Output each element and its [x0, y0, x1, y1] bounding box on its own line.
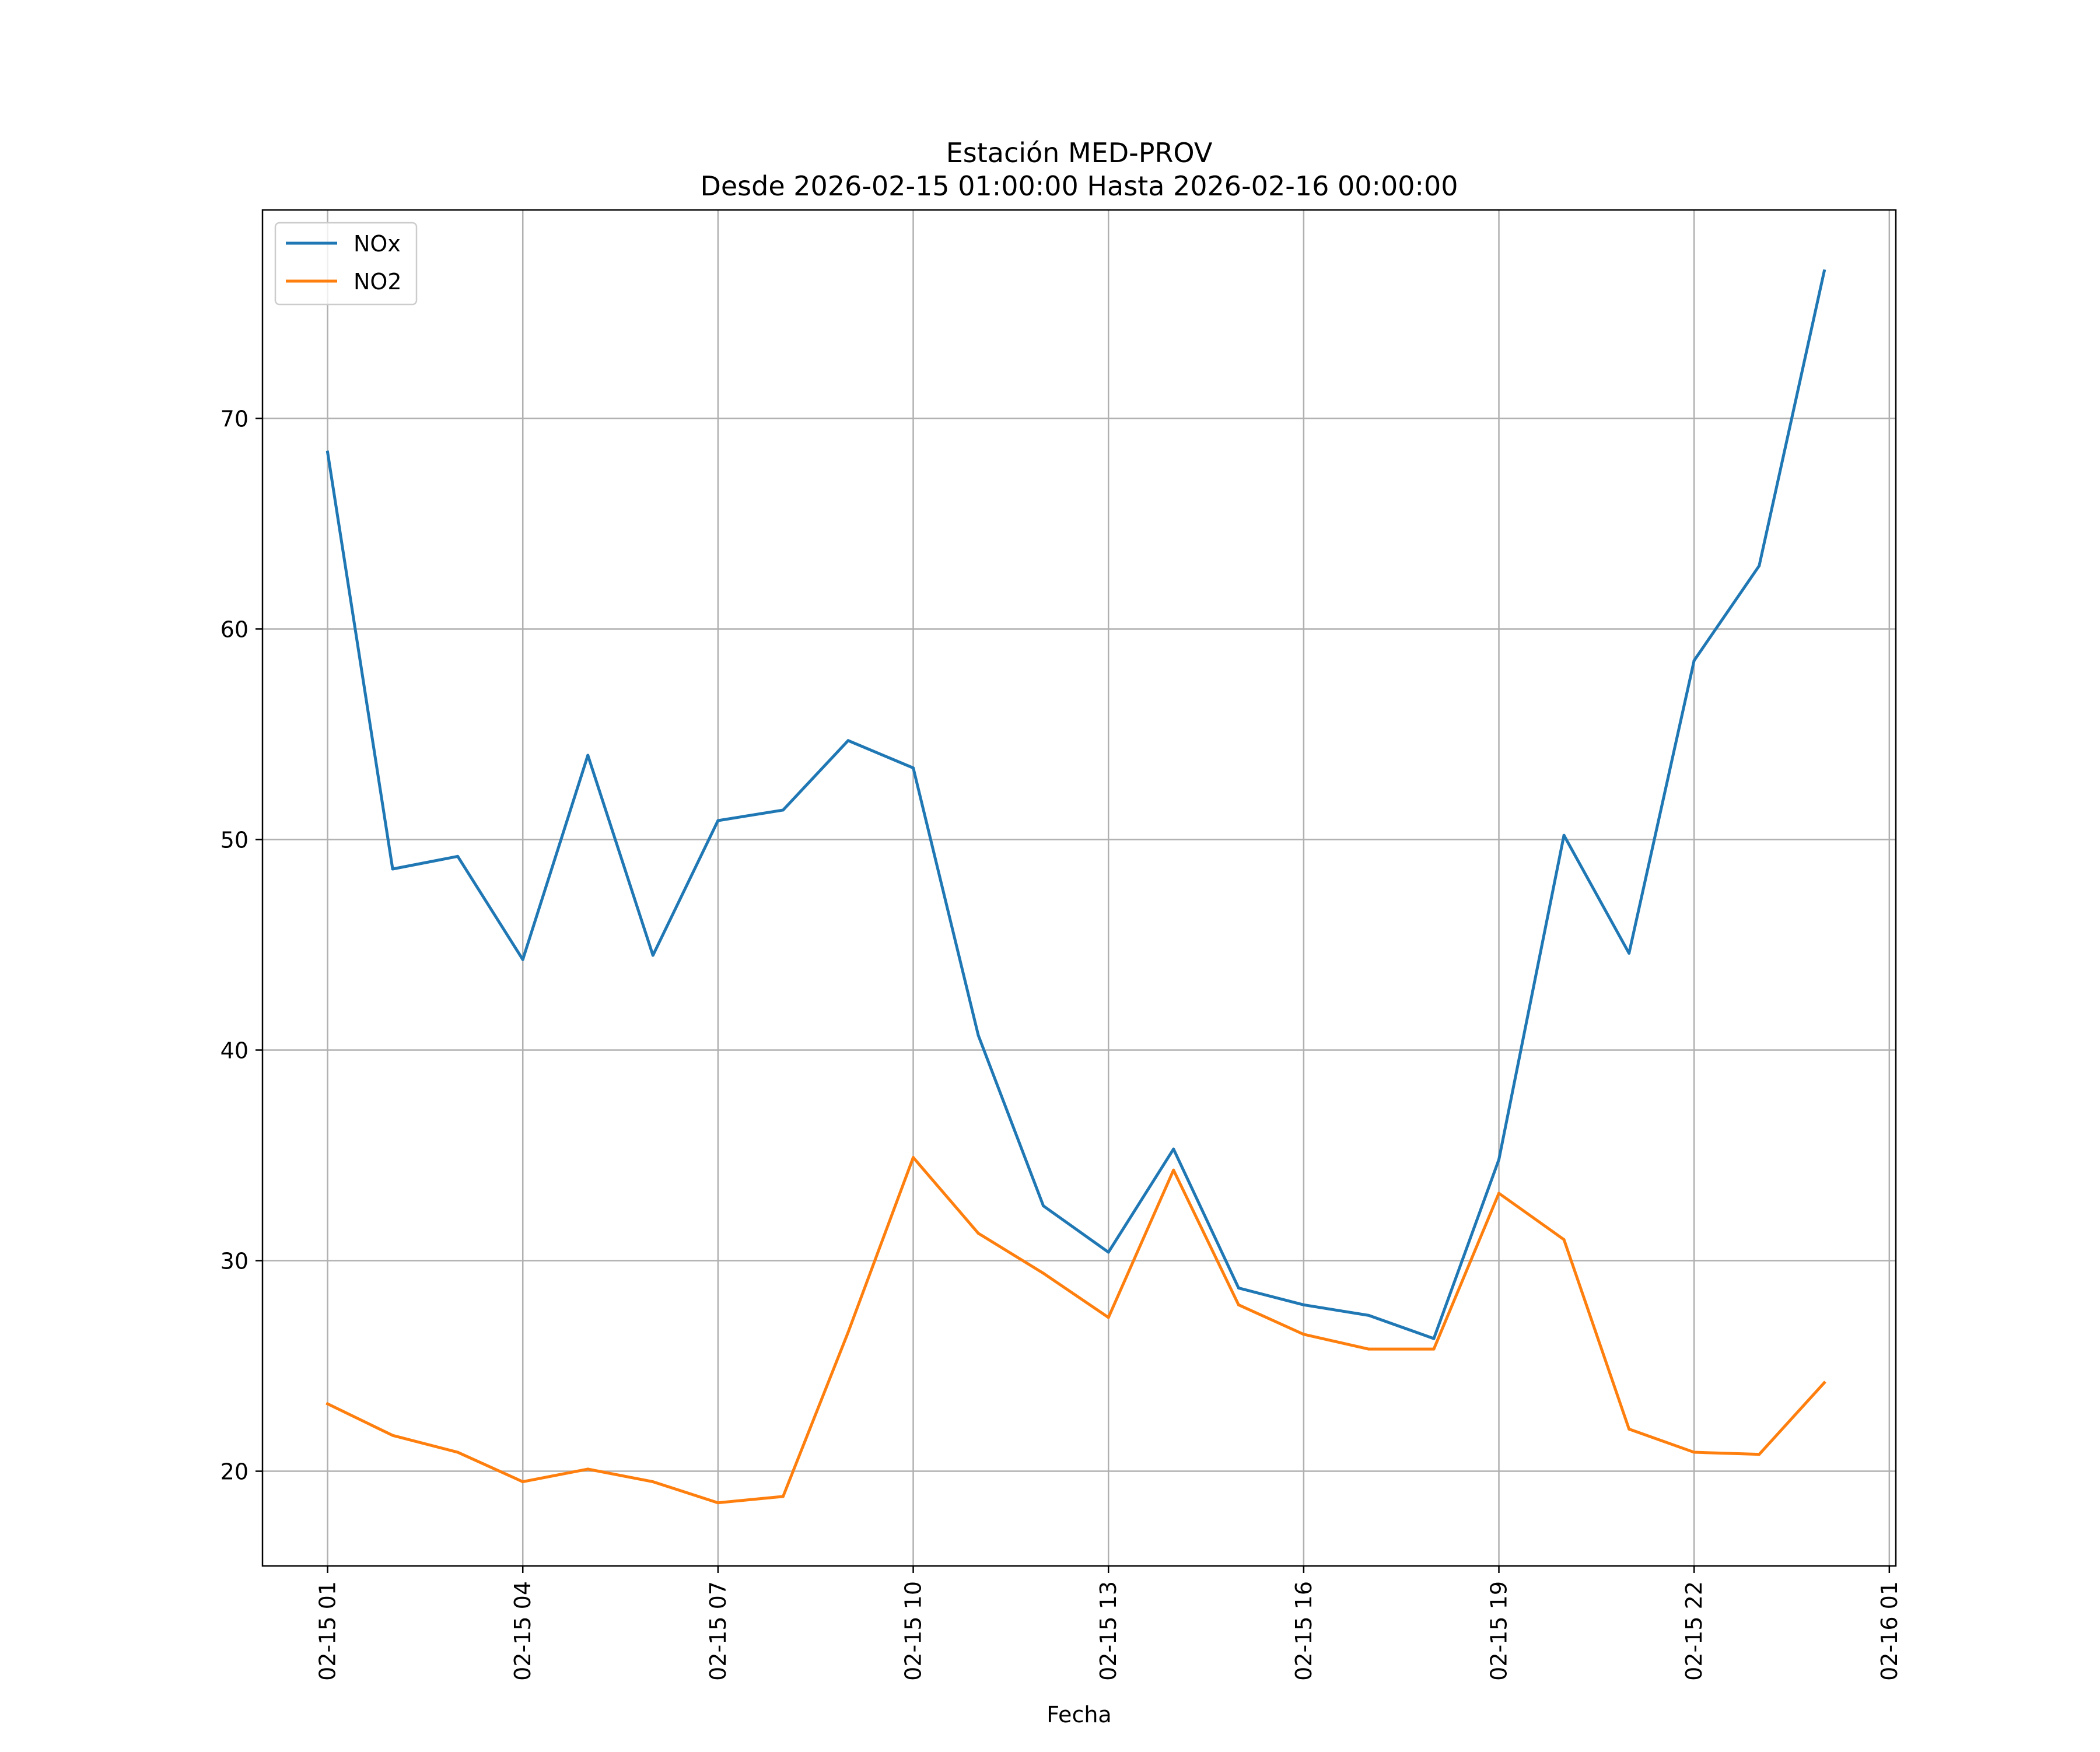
- series-line-nox: [326, 269, 1826, 1340]
- x-tick-label: 02-15 19: [1486, 1581, 1512, 1681]
- data-point-nox: [1172, 1147, 1175, 1151]
- x-tick-label: 02-15 04: [510, 1581, 536, 1681]
- data-point-no2: [586, 1467, 590, 1471]
- data-point-nox: [1237, 1286, 1240, 1290]
- data-point-nox: [846, 739, 850, 742]
- data-point-nox: [1042, 1204, 1045, 1208]
- data-point-nox: [1758, 564, 1761, 567]
- data-point-nox: [651, 954, 654, 957]
- data-point-nox: [1497, 1158, 1501, 1161]
- data-point-no2: [391, 1434, 394, 1437]
- data-point-nox: [1367, 1313, 1370, 1317]
- data-point-nox: [326, 450, 330, 454]
- x-tick-label: 02-15 13: [1096, 1581, 1121, 1681]
- x-tick-label: 02-16 01: [1877, 1581, 1902, 1681]
- data-point-no2: [1107, 1316, 1110, 1319]
- plot-area-frame: [261, 209, 1897, 1567]
- data-point-no2: [1758, 1453, 1761, 1456]
- data-point-no2: [1237, 1303, 1240, 1306]
- data-point-no2: [846, 1330, 850, 1334]
- y-tick-label: 40: [220, 1038, 249, 1063]
- data-point-no2: [651, 1480, 654, 1484]
- x-axis-label: Fecha: [1046, 1702, 1111, 1728]
- data-point-nox: [1692, 659, 1696, 663]
- data-point-no2: [1432, 1347, 1436, 1351]
- y-tick-label: 50: [220, 827, 249, 853]
- data-point-no2: [912, 1156, 915, 1159]
- data-point-nox: [456, 854, 460, 858]
- series-lines: [326, 269, 1826, 1505]
- data-point-nox: [912, 766, 915, 770]
- data-point-no2: [1628, 1427, 1631, 1431]
- data-point-no2: [781, 1495, 785, 1498]
- data-point-nox: [391, 867, 394, 871]
- chart-subtitle: Desde 2026-02-15 01:00:00 Hasta 2026-02-…: [700, 170, 1458, 202]
- legend-label-no2: NO2: [354, 269, 402, 295]
- series-line-no2: [326, 1156, 1826, 1505]
- chart-title: Estación MED-PROV: [946, 137, 1213, 169]
- data-point-nox: [1628, 951, 1631, 955]
- data-point-no2: [1822, 1381, 1826, 1385]
- data-point-nox: [521, 958, 524, 961]
- x-tick-label: 02-15 16: [1291, 1581, 1317, 1681]
- data-point-nox: [1822, 269, 1826, 273]
- data-point-no2: [521, 1480, 524, 1484]
- data-point-nox: [1107, 1250, 1110, 1254]
- data-point-no2: [977, 1232, 980, 1235]
- legend: NOx NO2: [274, 222, 418, 306]
- data-point-nox: [586, 754, 590, 757]
- data-point-no2: [1497, 1192, 1501, 1195]
- legend-label-nox: NOx: [354, 231, 401, 257]
- data-point-nox: [1302, 1303, 1306, 1306]
- data-point-no2: [1172, 1168, 1175, 1172]
- data-point-no2: [1562, 1238, 1566, 1241]
- data-point-no2: [326, 1402, 330, 1406]
- x-tick-label: 02-15 10: [901, 1581, 926, 1681]
- grid-lines: [262, 210, 1896, 1566]
- x-tick-label: 02-15 07: [705, 1581, 731, 1681]
- y-tick-label: 20: [220, 1459, 249, 1485]
- y-tick-label: 30: [220, 1249, 249, 1274]
- data-point-no2: [456, 1450, 460, 1454]
- x-tick-label: 02-15 01: [315, 1581, 341, 1681]
- data-point-nox: [1432, 1337, 1436, 1340]
- data-point-nox: [977, 1033, 980, 1037]
- x-tick-label: 02-15 22: [1681, 1581, 1707, 1681]
- data-point-no2: [1042, 1271, 1045, 1275]
- data-point-no2: [1692, 1450, 1696, 1454]
- axis-ticks: 02-15 01 02-15 04 02-15 07 02-15 10 02-15 13…: [220, 406, 1902, 1680]
- data-point-no2: [716, 1501, 720, 1505]
- y-tick-label: 60: [220, 616, 249, 642]
- data-point-no2: [1367, 1347, 1370, 1351]
- data-point-nox: [716, 819, 720, 822]
- y-tick-label: 70: [220, 406, 249, 432]
- data-point-nox: [781, 808, 785, 812]
- data-point-nox: [1562, 833, 1566, 837]
- data-point-no2: [1302, 1333, 1306, 1336]
